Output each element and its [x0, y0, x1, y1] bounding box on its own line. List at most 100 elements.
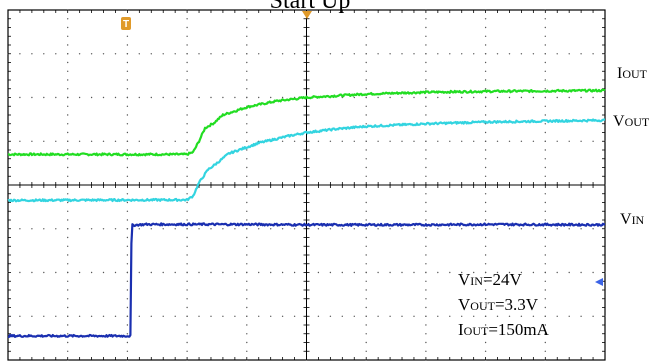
grid-dot: [544, 228, 546, 230]
grid-dot: [126, 70, 129, 73]
grid-dot: [67, 79, 69, 81]
grid-dot: [484, 315, 487, 317]
grid-dot: [568, 271, 570, 274]
grid-dot: [365, 61, 367, 64]
grid-dot: [425, 219, 427, 221]
grid-dot: [246, 175, 248, 177]
grid-dot: [389, 315, 391, 317]
grid-dot: [67, 201, 69, 204]
grid-dot: [544, 236, 546, 239]
grid-dot: [473, 315, 475, 317]
grid-dot: [544, 114, 546, 116]
grid-dot: [544, 105, 546, 108]
grid-dot: [281, 271, 284, 274]
grid-dot: [484, 158, 487, 160]
grid-dot: [126, 149, 129, 151]
grid-dot: [389, 53, 391, 55]
grid-dot: [78, 271, 81, 274]
grid-dot: [365, 228, 367, 230]
grid-dot: [544, 131, 546, 134]
grid-dot: [484, 44, 487, 46]
grid-dot: [425, 114, 427, 116]
grid-dot: [222, 96, 224, 99]
grid-dot: [150, 140, 152, 142]
grid-dot: [580, 140, 582, 142]
grid-dot: [592, 53, 594, 55]
grid-dot: [365, 26, 367, 29]
grid-dot: [55, 140, 57, 142]
series-label-vout: VOUT: [613, 113, 650, 130]
grid-dot: [580, 53, 582, 55]
grid-dot: [31, 96, 33, 99]
grid-dot: [67, 114, 69, 116]
grid-dot: [496, 271, 499, 274]
grid-dot: [520, 228, 523, 230]
grid-dot: [78, 96, 81, 99]
grid-dot: [544, 18, 546, 20]
chart-title: Start Up: [270, 0, 351, 14]
grid-dot: [532, 271, 535, 274]
grid-dot: [389, 96, 391, 99]
trigger-marker: T: [121, 17, 131, 30]
grid-dot: [246, 166, 248, 169]
grid-dot: [413, 53, 415, 55]
grid-dot: [186, 18, 188, 20]
grid-dot: [67, 341, 69, 344]
grid-dot: [317, 140, 320, 142]
grid-dot: [293, 271, 296, 274]
grid-dot: [246, 289, 248, 291]
grid-dot: [329, 53, 332, 55]
grid-dot: [246, 254, 248, 256]
grid-dot: [532, 53, 535, 55]
grid-dot: [425, 79, 427, 81]
grid-dot: [186, 236, 188, 239]
grid-dot: [473, 140, 475, 142]
grid-dot: [317, 271, 320, 274]
grid-dot: [246, 341, 248, 344]
grid-dot: [401, 140, 403, 142]
grid-dot: [186, 53, 188, 55]
grid-dot: [67, 70, 69, 73]
grid-dot: [484, 219, 487, 221]
grid-dot: [365, 341, 367, 344]
grid-dot: [126, 341, 129, 344]
grid-dot: [425, 61, 427, 64]
grid-dot: [365, 79, 367, 81]
grid-dot: [222, 140, 224, 142]
grid-dot: [246, 123, 248, 125]
grid-dot: [138, 315, 140, 317]
grid-dot: [473, 228, 475, 230]
grid-dot: [67, 131, 69, 134]
grid-dot: [329, 315, 332, 317]
grid-dot: [401, 271, 403, 274]
grid-dot: [401, 53, 403, 55]
grid-dot: [126, 166, 129, 169]
grid-dot: [246, 263, 248, 265]
grid-dot: [78, 315, 81, 317]
grid-dot: [31, 315, 33, 317]
grid-dot: [78, 53, 81, 55]
grid-dot: [19, 228, 21, 230]
grid-dot: [67, 315, 69, 317]
grid-dot: [484, 333, 487, 335]
grid-dot: [353, 140, 355, 142]
series-label-iout: IOUT: [617, 65, 648, 82]
grid-dot: [425, 175, 427, 177]
grid-dot: [270, 315, 272, 317]
grid-dot: [210, 96, 212, 99]
grid-dot: [461, 315, 463, 317]
grid-dot: [186, 44, 188, 46]
grid-dot: [67, 263, 69, 265]
grid-dot: [365, 245, 367, 247]
grid-dot: [234, 140, 236, 142]
grid-dot: [234, 271, 236, 274]
grid-dot: [67, 271, 69, 274]
grid-dot: [580, 228, 582, 230]
grid-dot: [544, 140, 546, 142]
condition-iout: IOUT=150mA: [458, 320, 550, 339]
grid-dot: [150, 53, 152, 55]
grid-dot: [67, 166, 69, 169]
grid-dot: [126, 306, 129, 309]
grid-dot: [246, 324, 248, 326]
grid-dot: [473, 271, 475, 274]
